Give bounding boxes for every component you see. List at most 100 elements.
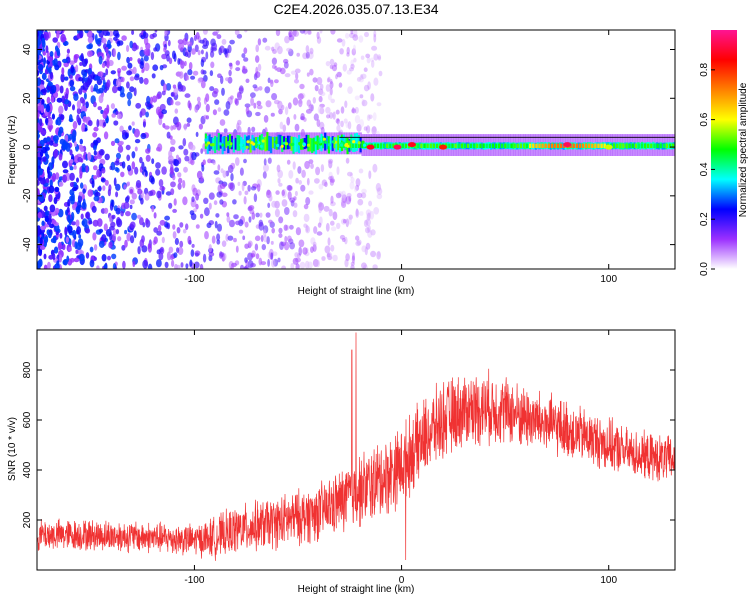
spectrogram-noise-cell	[62, 160, 68, 169]
spectrogram-noise-cell	[75, 249, 79, 255]
spectrogram-noise-cell	[355, 209, 360, 218]
spectrogram-band-cell	[286, 135, 289, 150]
spectrogram-noise-cell	[331, 64, 338, 72]
spectrogram-noise-cell	[69, 181, 75, 188]
spectrogram-noise-cell	[72, 129, 77, 139]
spectrogram-noise-cell	[289, 242, 295, 250]
spectrogram-x-ticks: -100 0 100	[184, 30, 617, 285]
spectrogram-noise-cell	[143, 54, 149, 62]
spectrogram-noise-cell	[161, 90, 166, 96]
spectrogram-noise-cell	[223, 48, 228, 55]
spectrogram-noise-cell	[371, 126, 377, 135]
spectrogram-noise-cell	[315, 166, 321, 176]
spectrogram-noise-cell	[230, 264, 234, 269]
spectrogram-core-cell	[401, 143, 404, 148]
spectrogram-noise-cell	[176, 227, 181, 234]
spectrogram-noise-cell	[124, 239, 128, 248]
spectrogram-noise-cell	[194, 252, 199, 257]
spectrogram-noise-cell	[346, 192, 352, 198]
spectrogram-noise-cell	[103, 207, 109, 214]
spectrogram-core-cell	[619, 143, 622, 148]
spectrogram-noise-cell	[367, 225, 371, 233]
spectrogram-noise-cell	[358, 35, 364, 43]
spectrogram-noise-cell	[153, 212, 157, 219]
spectrogram-noise-cell	[170, 181, 176, 188]
spectrogram-noise-cell	[284, 106, 289, 115]
spectrogram-noise-cell	[73, 257, 80, 263]
spectrogram-noise-cell	[129, 40, 134, 49]
spectrogram-noise-cell	[98, 87, 104, 94]
spectrogram-noise-cell	[131, 192, 137, 200]
spectrogram-noise-cell	[57, 129, 62, 138]
spectrogram-noise-cell	[347, 171, 353, 177]
spectrogram-band-cell	[337, 135, 340, 151]
spectrogram-band-cell	[266, 132, 269, 151]
spectrogram-band-cell	[620, 142, 623, 150]
spectrogram-noise-cell	[171, 259, 175, 267]
spectrogram-noise-cell	[180, 60, 185, 69]
spectrogram-band-cell	[320, 133, 323, 152]
spectrogram-speckle	[205, 143, 209, 147]
spectrogram-noise-cell	[106, 59, 110, 69]
spectrogram-band-cell	[281, 136, 284, 152]
spectrogram-noise-cell	[40, 225, 46, 231]
spectrogram-noise-cell	[292, 210, 298, 218]
spectrogram-core-cell	[588, 143, 591, 148]
spectrogram-noise-cell	[189, 210, 195, 216]
colorbar: 0.0 0.2 0.4 0.6 0.8 Normalized spectral ampl…	[699, 30, 749, 276]
spectrogram-core-cell	[382, 143, 386, 148]
spectrogram-core-cell	[417, 143, 420, 148]
spectrogram-noise-cell	[199, 263, 204, 269]
spectrogram-noise-cell	[110, 103, 115, 110]
spectrogram-band-cell	[335, 137, 338, 152]
spectrogram-strong-point	[407, 142, 416, 148]
spectrogram-noise-cell	[126, 56, 130, 64]
spectrogram-noise-cell	[290, 262, 295, 269]
spectrogram-noise-cell	[230, 173, 234, 182]
spectrogram-noise-cell	[93, 126, 99, 132]
spectrogram-noise-cell	[53, 246, 59, 254]
spectrogram-noise-cell	[48, 124, 52, 132]
spectrogram-noise-cell	[113, 48, 116, 58]
spectrogram-speckle	[324, 140, 328, 144]
spectrogram-noise-cell	[353, 30, 358, 38]
spectrogram-noise-cell	[219, 199, 224, 205]
spectrogram-noise-cell	[177, 246, 184, 255]
snr-y-tick-label: 600	[22, 411, 33, 428]
spectrogram-noise-cell	[169, 146, 176, 152]
spectrogram-noise-cell	[359, 211, 364, 216]
spectrogram-noise-cell	[87, 189, 94, 197]
spectrogram-noise-cell	[264, 86, 271, 94]
spectrogram-noise-cell	[111, 253, 117, 260]
spectrogram-noise-cell	[221, 192, 228, 198]
spectrogram-speckle	[250, 141, 254, 145]
spectrogram-noise-cell	[187, 100, 191, 109]
spectrogram-noise-cell	[376, 193, 383, 200]
spectrogram-noise-cell	[156, 93, 161, 100]
spectrogram-noise-cell	[131, 212, 138, 221]
spectrogram-noise-cell	[329, 178, 336, 183]
snr-y-tick-label: 200	[22, 511, 33, 528]
spectrogram-band-cell	[359, 137, 362, 153]
spectrogram-noise-cell	[363, 84, 370, 92]
spectrogram-noise-cell	[228, 69, 232, 77]
spectrogram-noise-cell	[98, 149, 105, 156]
spectrogram-noise-cell	[37, 70, 40, 77]
spectrogram-core-cell	[556, 143, 560, 148]
spectrogram-core-cell	[594, 143, 597, 148]
spectrogram-noise-cell	[372, 264, 378, 269]
spectrogram-noise-cell	[310, 246, 314, 253]
spectrogram-noise-cell	[45, 45, 49, 54]
spectrogram-noise-cell	[37, 122, 40, 131]
spectrogram-band-cell	[214, 136, 217, 153]
spectrogram-noise-cell	[365, 209, 372, 217]
spectrogram-noise-cell	[48, 194, 53, 203]
spectrogram-noise-cell	[366, 213, 372, 221]
spectrogram-band-cell	[452, 142, 455, 150]
spectrogram-speckle	[259, 144, 263, 148]
spectrogram-noise-cell	[71, 186, 78, 192]
spectrogram-noise-cell	[266, 236, 270, 245]
spectrogram-noise-cell	[255, 253, 260, 260]
spectrogram-noise-cell	[217, 107, 222, 112]
spectrogram-noise-cell	[163, 46, 167, 53]
